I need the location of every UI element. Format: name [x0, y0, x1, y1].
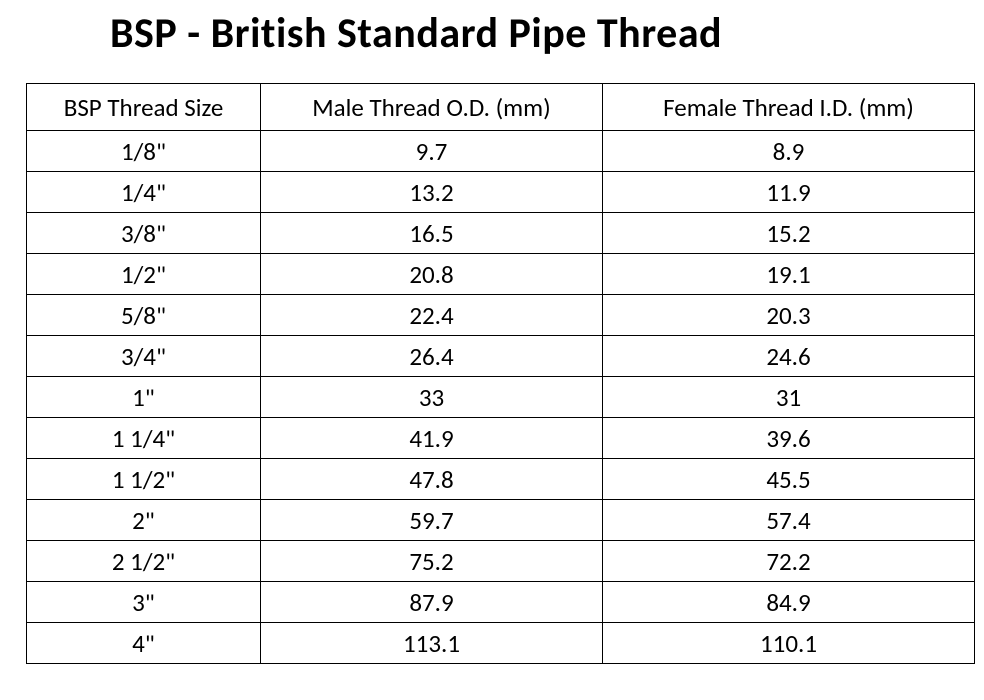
cell-male: 22.4 — [261, 295, 603, 336]
cell-female: 57.4 — [603, 500, 975, 541]
cell-female: 72.2 — [603, 541, 975, 582]
table-row: 3/4" 26.4 24.6 — [27, 336, 975, 377]
table-body: 1/8" 9.7 8.9 1/4" 13.2 11.9 3/8" 16.5 15… — [27, 131, 975, 664]
table-row: 2 1/2" 75.2 72.2 — [27, 541, 975, 582]
table-row: 1/2" 20.8 19.1 — [27, 254, 975, 295]
cell-size: 3/8" — [27, 213, 261, 254]
cell-male: 59.7 — [261, 500, 603, 541]
cell-size: 1/2" — [27, 254, 261, 295]
table-row: 1 1/4" 41.9 39.6 — [27, 418, 975, 459]
cell-size: 1 1/2" — [27, 459, 261, 500]
cell-size: 4" — [27, 623, 261, 664]
cell-female: 19.1 — [603, 254, 975, 295]
cell-size: 5/8" — [27, 295, 261, 336]
cell-size: 2 1/2" — [27, 541, 261, 582]
cell-size: 2" — [27, 500, 261, 541]
cell-male: 41.9 — [261, 418, 603, 459]
col-header-size: BSP Thread Size — [27, 84, 261, 131]
cell-female: 84.9 — [603, 582, 975, 623]
table-row: 1" 33 31 — [27, 377, 975, 418]
table-row: 4" 113.1 110.1 — [27, 623, 975, 664]
table-row: 1/4" 13.2 11.9 — [27, 172, 975, 213]
table-header: BSP Thread Size Male Thread O.D. (mm) Fe… — [27, 84, 975, 131]
cell-size: 3/4" — [27, 336, 261, 377]
cell-male: 20.8 — [261, 254, 603, 295]
cell-female: 45.5 — [603, 459, 975, 500]
cell-female: 39.6 — [603, 418, 975, 459]
cell-male: 75.2 — [261, 541, 603, 582]
cell-size: 1" — [27, 377, 261, 418]
cell-male: 87.9 — [261, 582, 603, 623]
cell-female: 15.2 — [603, 213, 975, 254]
cell-female: 11.9 — [603, 172, 975, 213]
cell-female: 24.6 — [603, 336, 975, 377]
cell-male: 33 — [261, 377, 603, 418]
cell-female: 8.9 — [603, 131, 975, 172]
table-row: 5/8" 22.4 20.3 — [27, 295, 975, 336]
table-row: 3/8" 16.5 15.2 — [27, 213, 975, 254]
cell-male: 26.4 — [261, 336, 603, 377]
cell-size: 1/8" — [27, 131, 261, 172]
cell-size: 1/4" — [27, 172, 261, 213]
cell-size: 1 1/4" — [27, 418, 261, 459]
cell-male: 113.1 — [261, 623, 603, 664]
page-container: BSP - British Standard Pipe Thread BSP T… — [0, 0, 984, 664]
cell-male: 9.7 — [261, 131, 603, 172]
cell-size: 3" — [27, 582, 261, 623]
cell-male: 13.2 — [261, 172, 603, 213]
col-header-male: Male Thread O.D. (mm) — [261, 84, 603, 131]
cell-female: 20.3 — [603, 295, 975, 336]
col-header-female: Female Thread I.D. (mm) — [603, 84, 975, 131]
table-row: 3" 87.9 84.9 — [27, 582, 975, 623]
cell-male: 47.8 — [261, 459, 603, 500]
bsp-thread-table: BSP Thread Size Male Thread O.D. (mm) Fe… — [26, 83, 975, 664]
cell-male: 16.5 — [261, 213, 603, 254]
table-row: 1/8" 9.7 8.9 — [27, 131, 975, 172]
table-row: 2" 59.7 57.4 — [27, 500, 975, 541]
table-header-row: BSP Thread Size Male Thread O.D. (mm) Fe… — [27, 84, 975, 131]
cell-female: 31 — [603, 377, 975, 418]
cell-female: 110.1 — [603, 623, 975, 664]
page-title: BSP - British Standard Pipe Thread — [110, 8, 984, 59]
table-row: 1 1/2" 47.8 45.5 — [27, 459, 975, 500]
